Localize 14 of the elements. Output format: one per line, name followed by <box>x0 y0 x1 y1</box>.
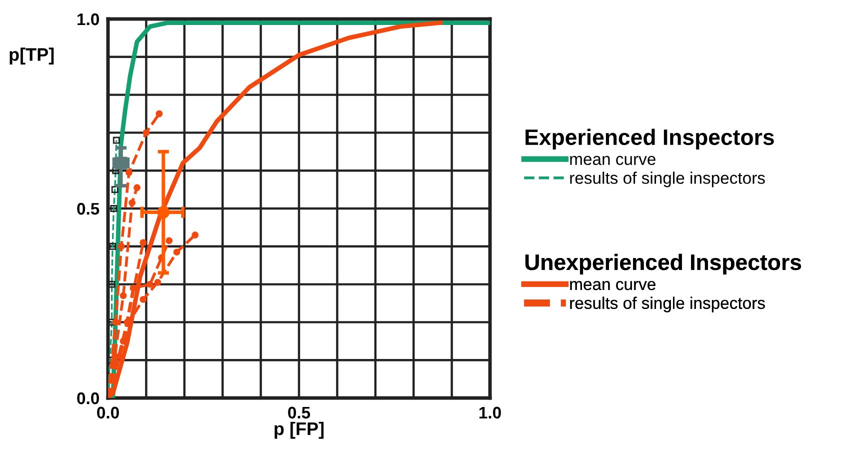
y-tick-label: 0.0 <box>77 392 99 404</box>
x-tick-label: 1.0 <box>479 406 501 419</box>
legend-label: results of single inspectors <box>570 172 765 188</box>
x-tick-label: 0.5 <box>288 406 310 419</box>
legend-label: results of single inspectors <box>570 296 765 312</box>
legend-label: mean curve <box>570 280 656 290</box>
text: Unexperienced Inspectors <box>525 254 802 275</box>
y-axis-title: p[TP] <box>10 48 54 64</box>
y-tick-label: 1.0 <box>78 13 99 26</box>
x-tick-label: 0.0 <box>97 406 119 419</box>
legend-label: mean curve <box>570 156 656 166</box>
x-axis-title: p [FP] <box>274 422 324 439</box>
text: Experienced Inspectors <box>526 128 774 150</box>
y-tick-label: 0.5 <box>77 202 100 215</box>
